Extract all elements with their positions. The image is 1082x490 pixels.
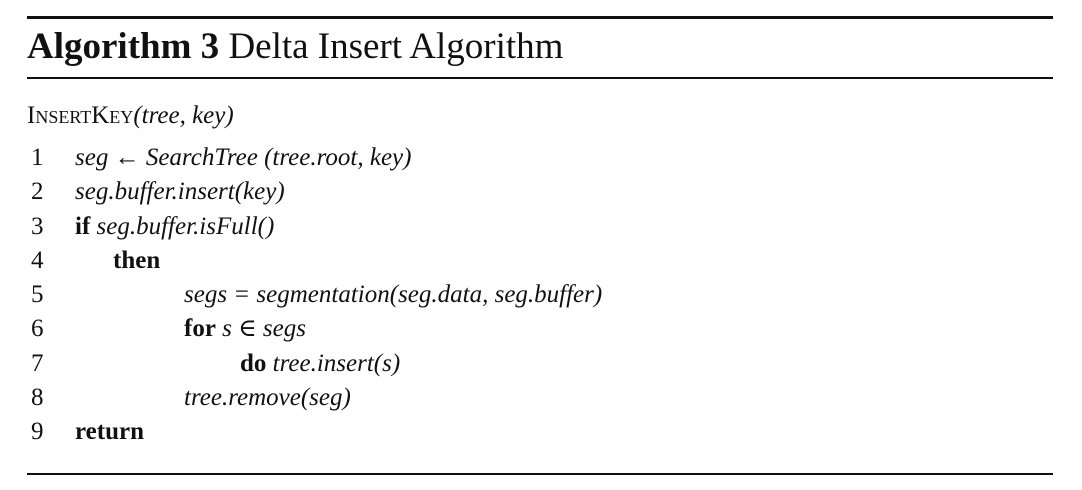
keyword-then: then	[113, 246, 161, 274]
line-code: for s ∈ segs	[184, 312, 306, 346]
procedure-args: (tree, key)	[133, 102, 234, 129]
line-code: tree.remove(seg)	[184, 384, 351, 412]
loop-expression: s ∈ segs	[222, 315, 306, 343]
line-number: 8	[31, 384, 44, 412]
algorithm-caption: Algorithm 3 Delta Insert Algorithm	[27, 22, 563, 72]
line-number: 2	[31, 178, 44, 206]
caption-rule	[27, 77, 1053, 79]
condition-expression: seg.buffer.isFull()	[96, 212, 275, 240]
procedure-name: InsertKey	[27, 102, 134, 129]
keyword-for: for	[184, 315, 216, 343]
line-number: 5	[31, 281, 44, 309]
algorithm-label: Algorithm 3	[27, 26, 220, 67]
procedure-signature: InsertKey(tree, key)	[27, 99, 234, 133]
algorithm-title: Delta Insert Algorithm	[228, 26, 564, 67]
line-number: 1	[31, 144, 44, 171]
line-number: 3	[31, 212, 44, 240]
top-rule	[27, 16, 1053, 19]
keyword-if: if	[75, 212, 91, 240]
line-code: seg.buffer.insert(key)	[75, 178, 285, 206]
loop-body-expression: tree.insert(s)	[272, 349, 401, 377]
line-code: segs = segmentation(seg.data, seg.buffer…	[184, 281, 603, 309]
line-number: 6	[31, 315, 44, 343]
bottom-rule	[27, 473, 1053, 475]
keyword-return: return	[75, 418, 144, 446]
line-code: do tree.insert(s)	[240, 347, 400, 381]
line-number: 9	[31, 418, 44, 446]
line-code: if seg.buffer.isFull()	[75, 210, 274, 244]
line-number: 7	[31, 349, 44, 377]
line-code: seg ← SearchTree (tree.root, key)	[75, 144, 412, 171]
keyword-do: do	[240, 349, 267, 377]
line-number: 4	[31, 246, 44, 274]
